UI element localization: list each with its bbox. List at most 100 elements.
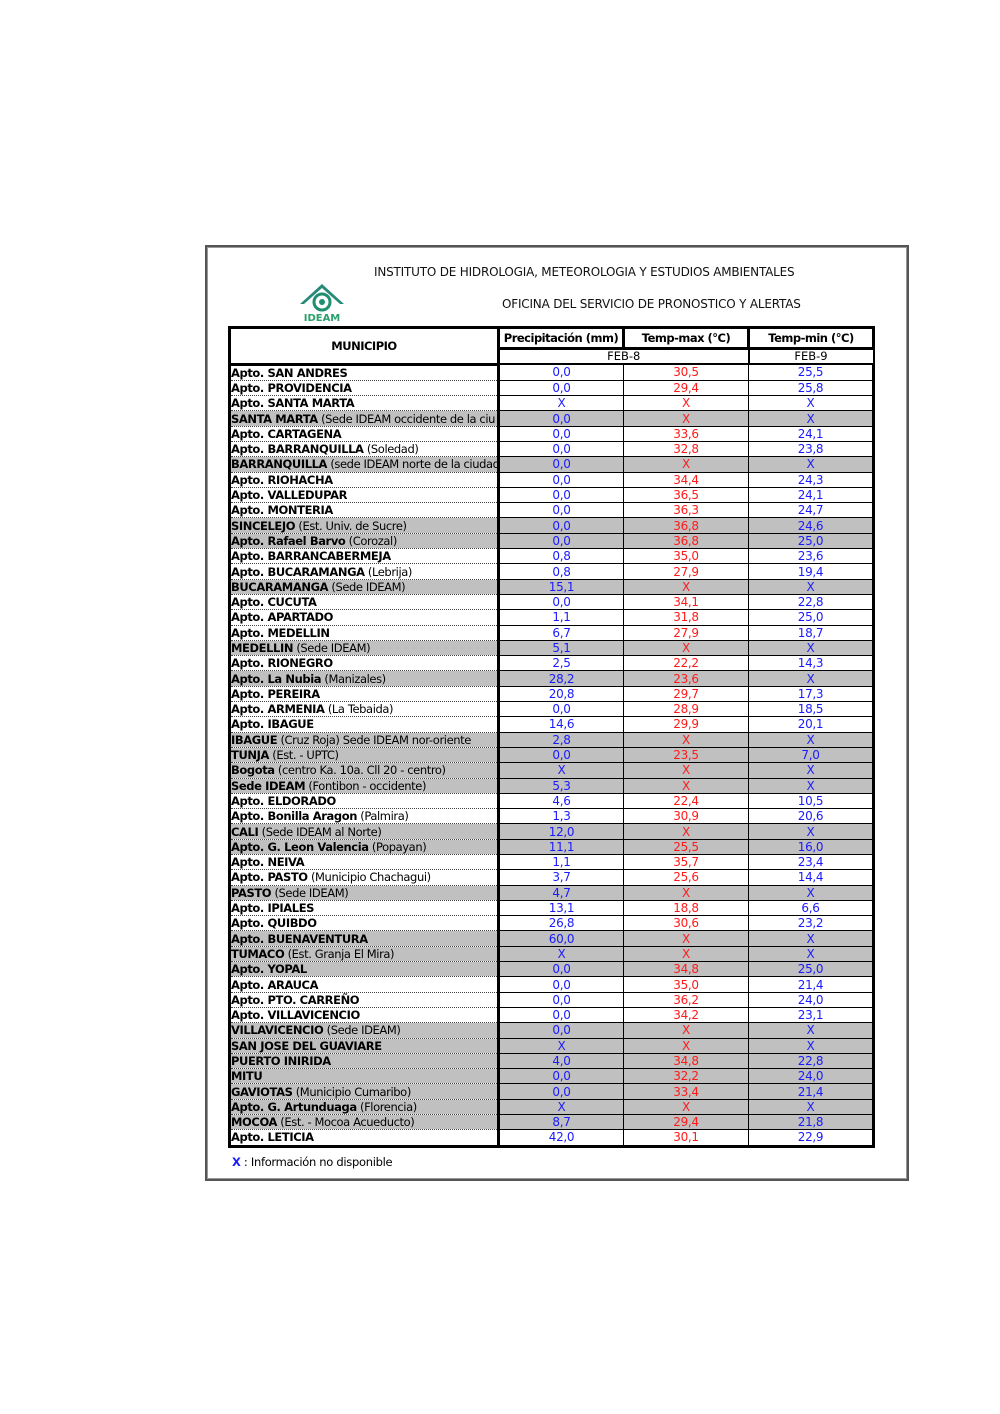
header-precipitation: Precipitación (mm) (497, 326, 625, 350)
municipio-cell: BUCARAMANGA (Sede IDEAM) (228, 579, 500, 595)
station-name: Apto. G. Leon Valencia (231, 839, 370, 854)
station-name: Sede IDEAM (231, 778, 306, 793)
tmax-cell: 29,4 (623, 379, 749, 397)
table-row: MOCOA (Est. - Mocoa Acueducto) 8,7 29,4 … (228, 1114, 875, 1131)
station-name: TUMACO (231, 946, 285, 961)
station-name: Apto. LETICIA (231, 1130, 315, 1145)
station-name: Bogota (231, 763, 276, 778)
tmax-cell: X (623, 884, 749, 901)
document-frame (205, 245, 909, 1181)
precip-cell: X (498, 395, 624, 412)
table-row: IBAGUE (Cruz Roja) Sede IDEAM nor-orient… (228, 731, 875, 748)
municipio-cell: Apto. CUCUTA (228, 594, 500, 611)
precip-cell: 1,1 (498, 853, 624, 871)
tmax-cell: X (623, 1098, 749, 1116)
precip-cell: 60,0 (498, 930, 624, 947)
table-row: PUERTO INIRIDA 4,0 34,8 22,8 (228, 1052, 875, 1070)
municipio-cell: MOCOA (Est. - Mocoa Acueducto) (228, 1114, 500, 1131)
precip-cell: X (498, 762, 624, 779)
precip-cell: 3,7 (498, 869, 624, 886)
tmax-cell: 29,7 (623, 685, 749, 703)
station-detail: (centro Ka. 10a. Cll 20 - centro) (274, 763, 446, 778)
station-name: Apto. QUIBDO (231, 916, 317, 931)
station-name: Apto. ARAUCA (231, 977, 319, 992)
municipio-cell: Apto. NEIVA (228, 854, 500, 871)
table-row: Sede IDEAM (Fontibon - occidente) 5,3 X … (228, 777, 875, 794)
station-detail: (Est. Univ. de Sucre) (295, 518, 407, 533)
station-detail: (Florencia) (356, 1099, 417, 1114)
precip-cell: 2,5 (498, 655, 624, 672)
station-detail: (Palmira) (357, 809, 409, 824)
municipio-cell: Apto. IBAGUE (228, 716, 500, 733)
table-row: Apto. G. Leon Valencia (Popayan) 11,1 25… (228, 838, 875, 856)
table-row: MITU 0,0 32,2 24,0 (228, 1068, 875, 1085)
station-name: Apto. YOPAL (231, 962, 308, 977)
tmin-cell: X (748, 884, 875, 901)
tmin-cell: 22,8 (748, 1052, 875, 1070)
tmin-cell: X (748, 930, 875, 947)
municipio-cell: TUMACO (Est. Granja El Mira) (228, 946, 500, 963)
precip-cell: 0,0 (498, 746, 624, 764)
station-name: PASTO (231, 885, 272, 900)
table-row: Apto. APARTADO 1,1 31,8 25,0 (228, 609, 875, 626)
station-name: IBAGUE (231, 732, 278, 747)
tmin-cell: 23,6 (748, 548, 875, 565)
station-name: Apto. Bonilla Aragon (231, 809, 358, 824)
table-row: Apto. LETICIA 42,0 30,1 22,9 (228, 1129, 875, 1148)
station-name: Apto. PEREIRA (231, 686, 321, 701)
station-name: MEDELLIN (231, 640, 294, 655)
header-temp-max: Temp-max (°C) (622, 326, 750, 350)
precip-cell: 0,0 (498, 976, 624, 993)
municipio-cell: Apto. ARAUCA (228, 976, 500, 993)
tmin-cell: 25,8 (748, 379, 875, 397)
station-name: Apto. PASTO (231, 870, 309, 885)
table-row: SINCELEJO (Est. Univ. de Sucre) 0,0 36,8… (228, 517, 875, 534)
station-name: CALI (231, 824, 259, 839)
tmin-cell: X (748, 1022, 875, 1039)
station-name: MOCOA (231, 1115, 278, 1130)
tmax-cell: 30,6 (623, 915, 749, 932)
table-row: Apto. NEIVA 1,1 35,7 23,4 (228, 853, 875, 871)
table-row: Apto. G. Artunduaga (Florencia) X X X (228, 1098, 875, 1116)
precip-cell: 0,0 (498, 1068, 624, 1085)
date-feb-9: FEB-9 (747, 347, 875, 365)
table-row: Apto. MONTERIA 0,0 36,3 24,7 (228, 502, 875, 519)
municipio-cell: BARRANQUILLA (sede IDEAM norte de la ciu… (228, 456, 500, 473)
station-name: Apto. BARRANCABERMEJA (231, 549, 392, 564)
station-detail: (Sede IDEAM occidente de la ciu (317, 411, 496, 426)
station-name: PUERTO INIRIDA (231, 1054, 332, 1068)
precip-cell: 4,0 (498, 1052, 624, 1070)
tmin-cell: 20,6 (748, 808, 875, 825)
table-row: Apto. ELDORADO 4,6 22,4 10,5 (228, 792, 875, 810)
tmin-cell: 24,0 (748, 1068, 875, 1085)
tmin-cell: 24,6 (748, 517, 875, 534)
table-row: Apto. PROVIDENCIA 0,0 29,4 25,8 (228, 379, 875, 397)
municipio-cell: Sede IDEAM (Fontibon - occidente) (228, 778, 500, 794)
table-row: Apto. PASTO (Municipio Chachagui) 3,7 25… (228, 869, 875, 886)
tmax-cell: 35,0 (623, 548, 749, 565)
precip-cell: 13,1 (498, 899, 624, 917)
station-detail: (Sede IDEAM al Norte) (258, 824, 382, 839)
table-row: Apto. PTO. CARREÑO 0,0 36,2 24,0 (228, 991, 875, 1008)
tmin-cell: 17,3 (748, 685, 875, 703)
precip-cell: 0,0 (498, 517, 624, 534)
tmax-cell: X (623, 456, 749, 473)
tmin-cell: 18,7 (748, 624, 875, 641)
tmax-cell: 25,5 (623, 838, 749, 856)
municipio-cell: Apto. VALLEDUPAR (228, 487, 500, 504)
municipio-cell: Apto. PROVIDENCIA (228, 380, 500, 397)
table-row: Apto. SAN ANDRES 0,0 30,5 25,5 (228, 363, 875, 381)
municipio-cell: TUNJA (Est. - UPTC) (228, 747, 500, 764)
tmin-cell: X (748, 945, 875, 963)
precip-cell: 0,0 (498, 1083, 624, 1100)
table-row: MEDELLIN (Sede IDEAM) 5,1 X X (228, 639, 875, 657)
station-detail: (Cruz Roja) Sede IDEAM nor-oriente (277, 732, 471, 747)
table-row: Apto. La Nubia (Manizales) 28,2 23,6 X (228, 670, 875, 687)
tmax-cell: X (623, 823, 749, 840)
tmax-cell: 32,2 (623, 1068, 749, 1085)
tmax-cell: 29,4 (623, 1114, 749, 1131)
tmin-cell: X (748, 639, 875, 657)
table-row: Apto. BUCARAMANGA (Lebrija) 0,8 27,9 19,… (228, 563, 875, 580)
table-row: Bogota (centro Ka. 10a. Cll 20 - centro)… (228, 762, 875, 779)
precip-cell: 4,7 (498, 884, 624, 901)
